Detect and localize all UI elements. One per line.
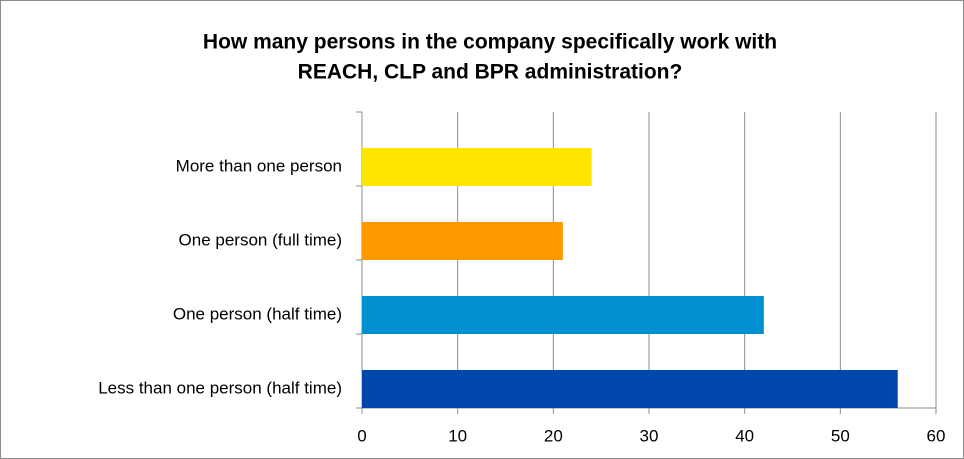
- x-tick-label: 20: [544, 426, 563, 445]
- bar: [362, 370, 898, 408]
- y-tick-label: One person (half time): [173, 304, 342, 323]
- x-tick-label: 40: [735, 426, 754, 445]
- x-tick-label: 60: [927, 426, 946, 445]
- x-tick-label: 10: [448, 426, 467, 445]
- bar: [362, 148, 592, 186]
- x-tick-label: 0: [357, 426, 366, 445]
- y-tick-label: One person (full time): [179, 230, 342, 249]
- bar: [362, 222, 563, 260]
- y-tick-label: More than one person: [176, 156, 342, 175]
- bar: [362, 296, 764, 334]
- x-tick-label: 50: [831, 426, 850, 445]
- y-tick-label: Less than one person (half time): [98, 378, 342, 397]
- x-tick-label: 30: [640, 426, 659, 445]
- chart-title: How many persons in the company specific…: [203, 31, 777, 54]
- chart-title: REACH, CLP and BPR administration?: [298, 61, 683, 84]
